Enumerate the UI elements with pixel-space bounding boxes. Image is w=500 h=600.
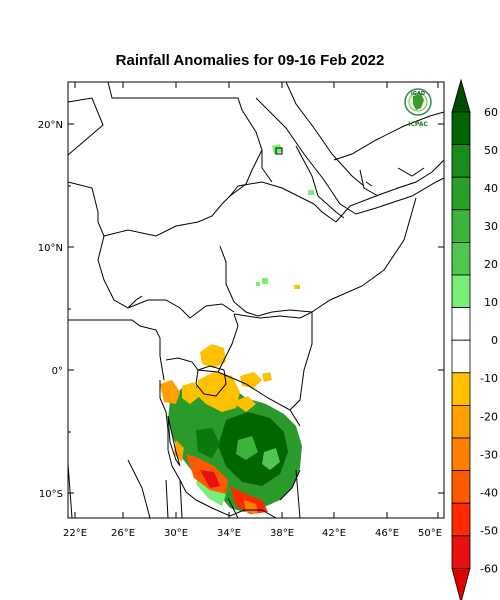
legend-tick-label: 0	[491, 334, 498, 347]
legend-swatch	[451, 437, 471, 471]
lon-labels: 22°E 26°E 30°E 34°E 38°E 42°E 46°E 50°E	[63, 528, 442, 539]
legend-tick-label: -30	[480, 448, 498, 461]
africa-icon	[413, 94, 424, 110]
legend-swatch	[451, 209, 471, 243]
map-content	[68, 82, 444, 518]
lon-label-38e: 38°E	[270, 528, 294, 539]
lat-label-20n: 20°N	[38, 120, 63, 131]
country-boundaries	[68, 82, 444, 518]
lon-label-22e: 22°E	[63, 528, 87, 539]
lakes	[167, 147, 283, 518]
lon-label-50e: 50°E	[418, 528, 442, 539]
coastline	[255, 82, 444, 215]
legend-swatch	[451, 241, 471, 276]
lat-labels: 20°N 10°N 0° 10°S	[38, 120, 63, 500]
lon-ticks	[74, 82, 439, 518]
legend-tick-label: 60	[484, 106, 498, 119]
legend-tick-label: -50	[480, 524, 498, 537]
lon-label-26e: 26°E	[111, 528, 135, 539]
lon-label-34e: 34°E	[217, 528, 241, 539]
lake-victoria	[195, 365, 227, 397]
legend-top-arrow	[451, 78, 471, 113]
color-bar-legend: 60 50 40 30 20 10 0 -10 -20 -30 -40 -50 -60	[451, 78, 498, 600]
lon-label-46e: 46°E	[375, 528, 399, 539]
legend-tick-label: 30	[484, 220, 498, 233]
map-title: Rainfall Anomalies for 09-16 Feb 2022	[115, 52, 385, 69]
logo-top-text: IGAD	[411, 91, 425, 97]
lon-label-42e: 42°E	[322, 528, 346, 539]
lake-tanganyika	[167, 415, 181, 467]
legend-tick-label: -40	[480, 486, 498, 499]
legend-swatch	[451, 307, 471, 341]
legend-tick-label: 20	[484, 258, 498, 271]
legend-tick-label: 50	[484, 144, 498, 157]
legend-tick-label: -60	[480, 562, 498, 575]
legend-swatch	[451, 176, 471, 211]
lon-label-30e: 30°E	[164, 528, 188, 539]
legend-swatch	[451, 274, 471, 308]
legend-swatch	[451, 144, 471, 178]
lat-label-10n: 10°N	[38, 243, 63, 254]
legend-swatch	[451, 372, 471, 406]
lat-label-0: 0°	[52, 366, 63, 377]
legend-tick-label: -10	[480, 372, 498, 385]
legend-swatch	[451, 535, 471, 569]
lake-tana	[275, 147, 283, 155]
lat-label-10s: 10°S	[39, 489, 63, 500]
legend-swatch	[451, 339, 471, 374]
legend-bottom-arrow	[451, 568, 471, 600]
legend-swatch	[451, 502, 471, 537]
legend-tick-label: 10	[484, 296, 498, 309]
map-frame	[67, 81, 445, 519]
legend-swatch	[451, 404, 471, 439]
legend-tick-label: 40	[484, 182, 498, 195]
legend-tick-label: -20	[480, 410, 498, 423]
igad-icpac-logo: IGAD ICPAC	[404, 88, 432, 128]
legend-swatch	[451, 470, 471, 504]
legend-swatch	[451, 111, 471, 145]
lake-malawi	[227, 497, 239, 518]
lat-ticks	[68, 123, 444, 494]
logo-bottom-text: ICPAC	[408, 121, 428, 128]
anomaly-shading	[160, 144, 314, 514]
